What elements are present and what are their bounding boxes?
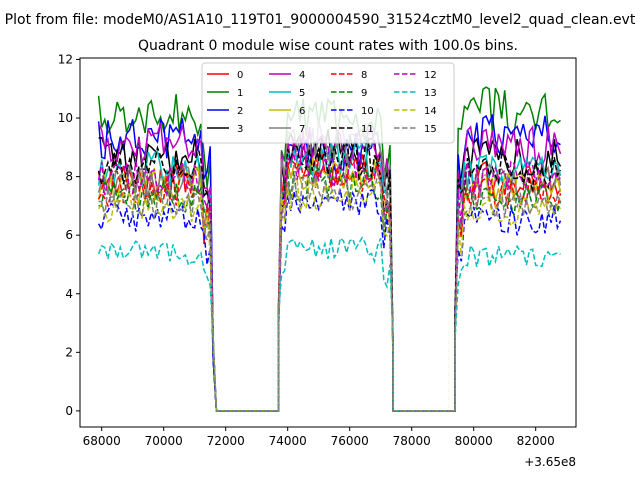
series-line-12 (97, 146, 561, 412)
legend-box (201, 62, 455, 144)
series-line-10 (97, 189, 562, 412)
legend-label-10: 10 (361, 106, 374, 117)
x-tick-label: 70000 (145, 434, 183, 448)
x-axis: 68000 70000 72000 74000 76000 78000 80000 82000 (83, 427, 555, 448)
x-tick-label: 82000 (517, 434, 555, 448)
series-line-3 (98, 129, 562, 412)
x-tick-label: 76000 (331, 434, 369, 448)
x-tick-label: 68000 (83, 434, 121, 448)
legend-label-7: 7 (299, 124, 305, 135)
legend-label-5: 5 (299, 88, 305, 99)
y-tick-label: 10 (58, 111, 73, 125)
y-tick-label: 2 (65, 345, 73, 359)
x-axis-offset-label: +3.65e8 (524, 455, 576, 469)
legend-label-15: 15 (424, 124, 437, 135)
y-tick-label: 8 (65, 170, 73, 184)
legend-label-13: 13 (424, 88, 437, 99)
legend-label-14: 14 (424, 106, 437, 117)
x-tick-label: 78000 (393, 434, 431, 448)
legend-label-3: 3 (237, 124, 243, 135)
series-line-15 (98, 172, 562, 412)
legend-label-11: 11 (361, 124, 374, 135)
y-tick-label: 12 (58, 52, 73, 66)
legend-label-4: 4 (299, 70, 305, 81)
legend-label-2: 2 (237, 106, 243, 117)
chart-title: Quadrant 0 module wise count rates with … (138, 38, 518, 54)
legend-label-9: 9 (361, 88, 367, 99)
axes-frame (79, 57, 577, 428)
series-line-13 (97, 236, 561, 412)
y-tick-label: 0 (65, 404, 73, 418)
legend-label-12: 12 (424, 70, 437, 81)
x-tick-label: 80000 (455, 434, 493, 448)
legend-label-0: 0 (237, 70, 243, 81)
series-line-14 (97, 176, 562, 412)
y-tick-label: 6 (65, 228, 73, 242)
series-line-9 (98, 165, 562, 412)
legend-label-1: 1 (237, 88, 243, 99)
y-axis: 0 2 4 6 8 10 12 (58, 52, 80, 418)
legend-label-8: 8 (361, 70, 367, 81)
x-tick-label: 72000 (207, 434, 245, 448)
figure-suptitle: Plot from file: modeM0/AS1A10_119T01_900… (5, 12, 636, 28)
x-tick-label: 74000 (269, 434, 307, 448)
legend-label-6: 6 (299, 106, 305, 117)
series-line-11 (97, 136, 562, 412)
y-tick-label: 4 (65, 287, 73, 301)
